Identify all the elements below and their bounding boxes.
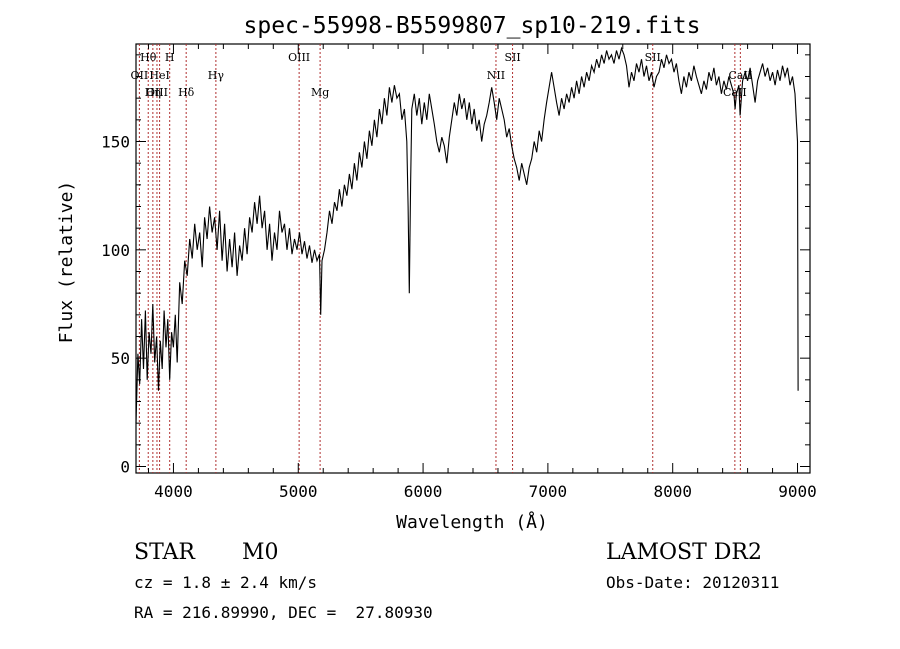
coordinates: RA = 216.89990, DEC = 27.80930 (134, 603, 433, 622)
survey-name: LAMOST DR2 (606, 540, 762, 565)
x-tick-label: 4000 (154, 482, 193, 501)
spectrum-series-line (135, 46, 799, 424)
object-class: STAR (134, 540, 195, 565)
marker-label: Hη (145, 86, 161, 99)
marker-label: OIII (146, 86, 168, 99)
marker-label: HeI (149, 69, 169, 82)
x-tick-label: 7000 (529, 482, 568, 501)
observation-date: Obs-Date: 20120311 (606, 573, 780, 592)
plot-frame (135, 43, 811, 474)
marker-label: NII (487, 69, 505, 82)
spectral-line-markers (138, 44, 741, 473)
y-tick-label: 100 (101, 241, 130, 260)
marker-label: SII (504, 51, 520, 64)
marker-label: OIII (288, 51, 310, 64)
y-axis-label: Flux (relative) (56, 181, 77, 344)
x-axis-label: Wavelength (Å) (396, 511, 548, 533)
marker-label: Hγ (208, 69, 225, 82)
marker-label: Hθ (140, 51, 157, 64)
marker-label: H (165, 51, 175, 64)
y-tick-label: 0 (120, 458, 130, 477)
marker-label: Mg (311, 86, 329, 99)
marker-label: Hδ (178, 86, 195, 99)
redshift-velocity: cz = 1.8 ± 2.4 km/s (134, 573, 318, 592)
y-tick-label: 150 (101, 133, 130, 152)
x-tick-label: 5000 (279, 482, 318, 501)
marker-label: SII (645, 51, 661, 64)
x-tick-label: 6000 (404, 482, 443, 501)
marker-label: CaII (723, 86, 747, 99)
chart-title: spec-55998-B5599807_sp10-219.fits (244, 13, 701, 39)
axis-tick-labels: 4000 5000 6000 7000 8000 9000 0 50 100 150 (101, 133, 817, 502)
y-tick-label: 50 (111, 349, 130, 368)
x-tick-label: 9000 (778, 482, 817, 501)
marker-label: OII (131, 69, 149, 82)
x-tick-label: 8000 (653, 482, 692, 501)
object-subclass: M0 (242, 540, 279, 565)
axis-ticks (136, 44, 810, 473)
marker-label: CaII (729, 69, 753, 82)
